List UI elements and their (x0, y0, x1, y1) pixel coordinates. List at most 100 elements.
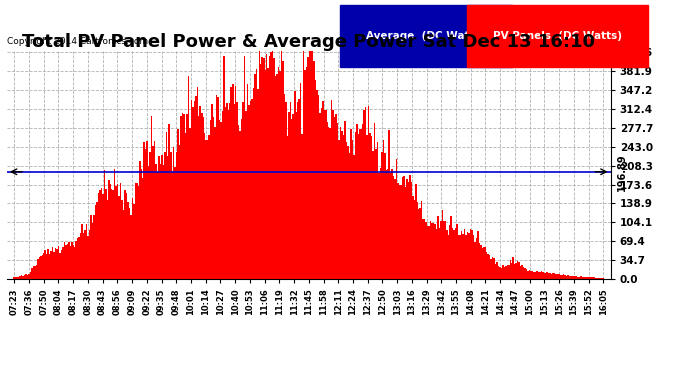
Bar (72, 245, 74, 279)
Bar (542, 272, 544, 279)
Bar (158, 156, 159, 279)
Bar (167, 156, 168, 279)
Bar (27, 274, 28, 279)
Bar (570, 276, 571, 279)
Bar (412, 196, 413, 279)
Bar (245, 111, 247, 279)
Bar (326, 122, 328, 279)
Bar (598, 278, 600, 279)
Bar (260, 64, 262, 279)
Bar (499, 267, 501, 279)
Bar (390, 172, 391, 279)
Bar (505, 266, 506, 279)
Bar (571, 276, 573, 279)
Bar (266, 54, 268, 279)
Bar (90, 215, 92, 279)
Bar (366, 135, 368, 279)
Bar (255, 69, 257, 279)
Bar (272, 50, 273, 279)
Bar (81, 224, 83, 279)
Bar (474, 242, 475, 279)
Bar (223, 56, 225, 279)
Bar (597, 278, 598, 279)
Bar (268, 68, 269, 279)
Bar (435, 229, 437, 279)
Bar (217, 97, 219, 279)
Bar (112, 190, 114, 279)
Bar (110, 184, 111, 279)
Bar (108, 180, 110, 279)
Bar (264, 70, 266, 279)
Bar (344, 121, 346, 279)
Bar (589, 277, 591, 279)
Bar (396, 159, 397, 279)
Bar (489, 255, 491, 279)
Bar (136, 183, 137, 279)
Bar (554, 273, 555, 279)
Bar (259, 50, 260, 279)
Bar (21, 275, 22, 279)
Bar (244, 56, 246, 279)
Bar (106, 200, 108, 279)
Bar (251, 99, 253, 279)
Bar (364, 110, 365, 279)
Bar (105, 189, 106, 279)
Bar (555, 274, 557, 279)
Bar (194, 101, 195, 279)
Bar (74, 247, 76, 279)
Bar (48, 249, 49, 279)
Bar (424, 219, 426, 279)
Bar (502, 265, 504, 279)
Bar (127, 202, 129, 279)
Bar (397, 183, 399, 279)
Bar (273, 58, 275, 279)
Bar (393, 176, 395, 279)
Bar (360, 129, 362, 279)
Bar (440, 221, 442, 279)
Bar (466, 231, 469, 279)
Bar (202, 117, 204, 279)
Bar (177, 129, 179, 279)
Bar (395, 180, 396, 279)
Bar (520, 266, 522, 279)
Bar (238, 125, 239, 279)
Bar (421, 201, 422, 279)
Bar (93, 215, 95, 279)
Bar (486, 252, 487, 279)
Bar (313, 61, 315, 279)
Bar (310, 51, 312, 279)
Bar (495, 264, 496, 279)
Bar (184, 114, 185, 279)
Bar (377, 142, 378, 279)
Bar (102, 194, 103, 279)
Bar (44, 250, 46, 279)
Bar (562, 274, 564, 279)
Bar (566, 276, 567, 279)
Bar (67, 244, 68, 279)
Bar (350, 129, 352, 279)
Bar (148, 166, 149, 279)
Bar (139, 161, 141, 279)
Bar (557, 274, 558, 279)
Bar (86, 224, 88, 279)
Bar (50, 251, 52, 279)
Bar (250, 101, 251, 279)
Bar (18, 277, 19, 279)
Bar (149, 152, 151, 279)
Bar (337, 123, 338, 279)
Bar (128, 208, 130, 279)
Bar (293, 114, 294, 279)
Bar (449, 225, 451, 279)
Bar (362, 123, 364, 279)
Bar (124, 190, 126, 279)
Bar (262, 57, 263, 279)
Bar (152, 146, 154, 279)
Bar (34, 266, 36, 279)
Bar (580, 276, 582, 279)
Bar (237, 102, 238, 279)
Bar (601, 278, 602, 279)
Bar (427, 226, 428, 279)
Bar (365, 107, 366, 279)
Bar (582, 277, 583, 279)
Bar (49, 254, 50, 279)
